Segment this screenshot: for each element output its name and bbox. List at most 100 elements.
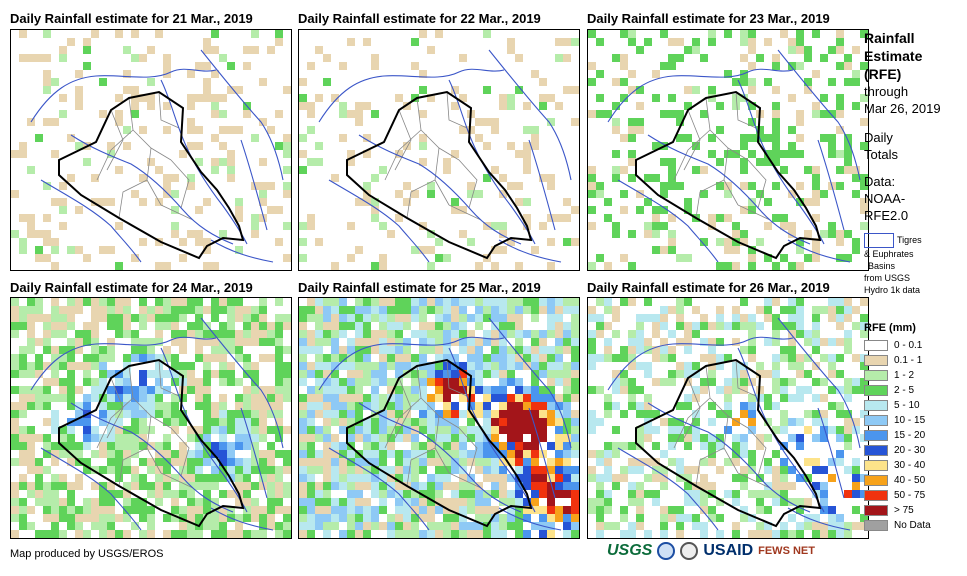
rainfall-cell	[596, 110, 604, 118]
rainfall-cell	[323, 490, 331, 498]
rainfall-cell	[844, 78, 852, 86]
rainfall-cell	[195, 142, 203, 150]
rainfall-cell	[748, 402, 756, 410]
rainfall-cell	[451, 450, 459, 458]
rainfall-cell	[131, 434, 139, 442]
rainfall-cell	[804, 370, 812, 378]
rainfall-cell	[788, 62, 796, 70]
rainfall-cell	[379, 378, 387, 386]
rainfall-cell	[83, 418, 91, 426]
rainfall-cell	[155, 362, 163, 370]
rainfall-cell	[75, 410, 83, 418]
rainfall-cell	[19, 474, 27, 482]
rainfall-cell	[195, 314, 203, 322]
rainfall-cell	[523, 450, 531, 458]
rainfall-cell	[652, 490, 660, 498]
rainfall-cell	[507, 426, 515, 434]
rainfall-cell	[99, 506, 107, 514]
rainfall-cell	[756, 54, 764, 62]
rainfall-cell	[692, 514, 700, 522]
rainfall-cell	[395, 354, 403, 362]
rainfall-cell	[163, 354, 171, 362]
rainfall-cell	[491, 222, 499, 230]
rainfall-cell	[507, 498, 515, 506]
rainfall-cell	[187, 306, 195, 314]
province-boundary	[96, 397, 134, 449]
rainfall-cell	[491, 118, 499, 126]
rainfall-cell	[211, 482, 219, 490]
legend-item: 1 - 2	[864, 368, 931, 383]
rainfall-cell	[724, 70, 732, 78]
rainfall-cell	[51, 498, 59, 506]
panel-title-21: Daily Rainfall estimate for 21 Mar., 201…	[10, 11, 253, 26]
rainfall-cell	[764, 314, 772, 322]
rainfall-cell	[75, 442, 83, 450]
rainfall-cell	[435, 450, 443, 458]
rainfall-cell	[443, 386, 451, 394]
rainfall-cell	[491, 262, 499, 270]
rainfall-cell	[131, 338, 139, 346]
rainfall-cell	[267, 490, 275, 498]
rainfall-cell	[748, 330, 756, 338]
legend-swatch	[864, 340, 888, 351]
rainfall-cell	[275, 498, 283, 506]
rainfall-cell	[187, 322, 195, 330]
rainfall-cell	[171, 490, 179, 498]
rainfall-cell	[780, 474, 788, 482]
rainfall-cell	[323, 506, 331, 514]
rainfall-cell	[395, 190, 403, 198]
rainfall-cell	[19, 514, 27, 522]
rainfall-cell	[475, 118, 483, 126]
rainfall-cell	[75, 402, 83, 410]
rainfall-cell	[459, 450, 467, 458]
rainfall-cell	[563, 86, 571, 94]
rainfall-cell	[539, 474, 547, 482]
rainfall-cell	[219, 378, 227, 386]
rainfall-cell	[275, 298, 283, 306]
rainfall-cell	[547, 498, 555, 506]
rainfall-cell	[283, 314, 291, 322]
rainfall-cell	[139, 418, 147, 426]
rainfall-cell	[604, 474, 612, 482]
rainfall-cell	[251, 214, 259, 222]
rainfall-cell	[443, 514, 451, 522]
rainfall-cell	[804, 198, 812, 206]
rainfall-cell	[820, 466, 828, 474]
rainfall-cell	[307, 338, 315, 346]
rainfall-cell	[716, 498, 724, 506]
rainfall-cell	[355, 314, 363, 322]
rainfall-cell	[555, 378, 563, 386]
rainfall-cell	[251, 466, 259, 474]
rainfall-cell	[195, 378, 203, 386]
rainfall-cell	[203, 338, 211, 346]
rainfall-cell	[596, 386, 604, 394]
rainfall-cell	[700, 354, 708, 362]
rainfall-cell	[668, 354, 676, 362]
rainfall-cell	[764, 370, 772, 378]
rainfall-cell	[131, 94, 139, 102]
rainfall-cell	[756, 506, 764, 514]
rainfall-cell	[227, 378, 235, 386]
rainfall-cell	[491, 426, 499, 434]
rainfall-cell	[27, 490, 35, 498]
rainfall-cell	[11, 498, 19, 506]
dos-seal-icon	[680, 542, 699, 560]
rainfall-cell	[227, 322, 235, 330]
rainfall-cell	[203, 506, 211, 514]
rainfall-cell	[107, 402, 115, 410]
rainfall-cell	[804, 410, 812, 418]
rainfall-cell	[339, 354, 347, 362]
rainfall-map-24	[10, 297, 292, 539]
rainfall-cell	[475, 306, 483, 314]
rainfall-cell	[355, 506, 363, 514]
rainfall-cell	[668, 110, 676, 118]
rainfall-cell	[515, 262, 523, 270]
province-boundary	[695, 447, 725, 487]
rainfall-cell	[219, 410, 227, 418]
rainfall-cell	[27, 54, 35, 62]
rainfall-cell	[115, 118, 123, 126]
rainfall-cell	[419, 458, 427, 466]
rainfall-cell	[684, 346, 692, 354]
basin-boundary	[528, 407, 556, 499]
rainfall-cell	[323, 306, 331, 314]
